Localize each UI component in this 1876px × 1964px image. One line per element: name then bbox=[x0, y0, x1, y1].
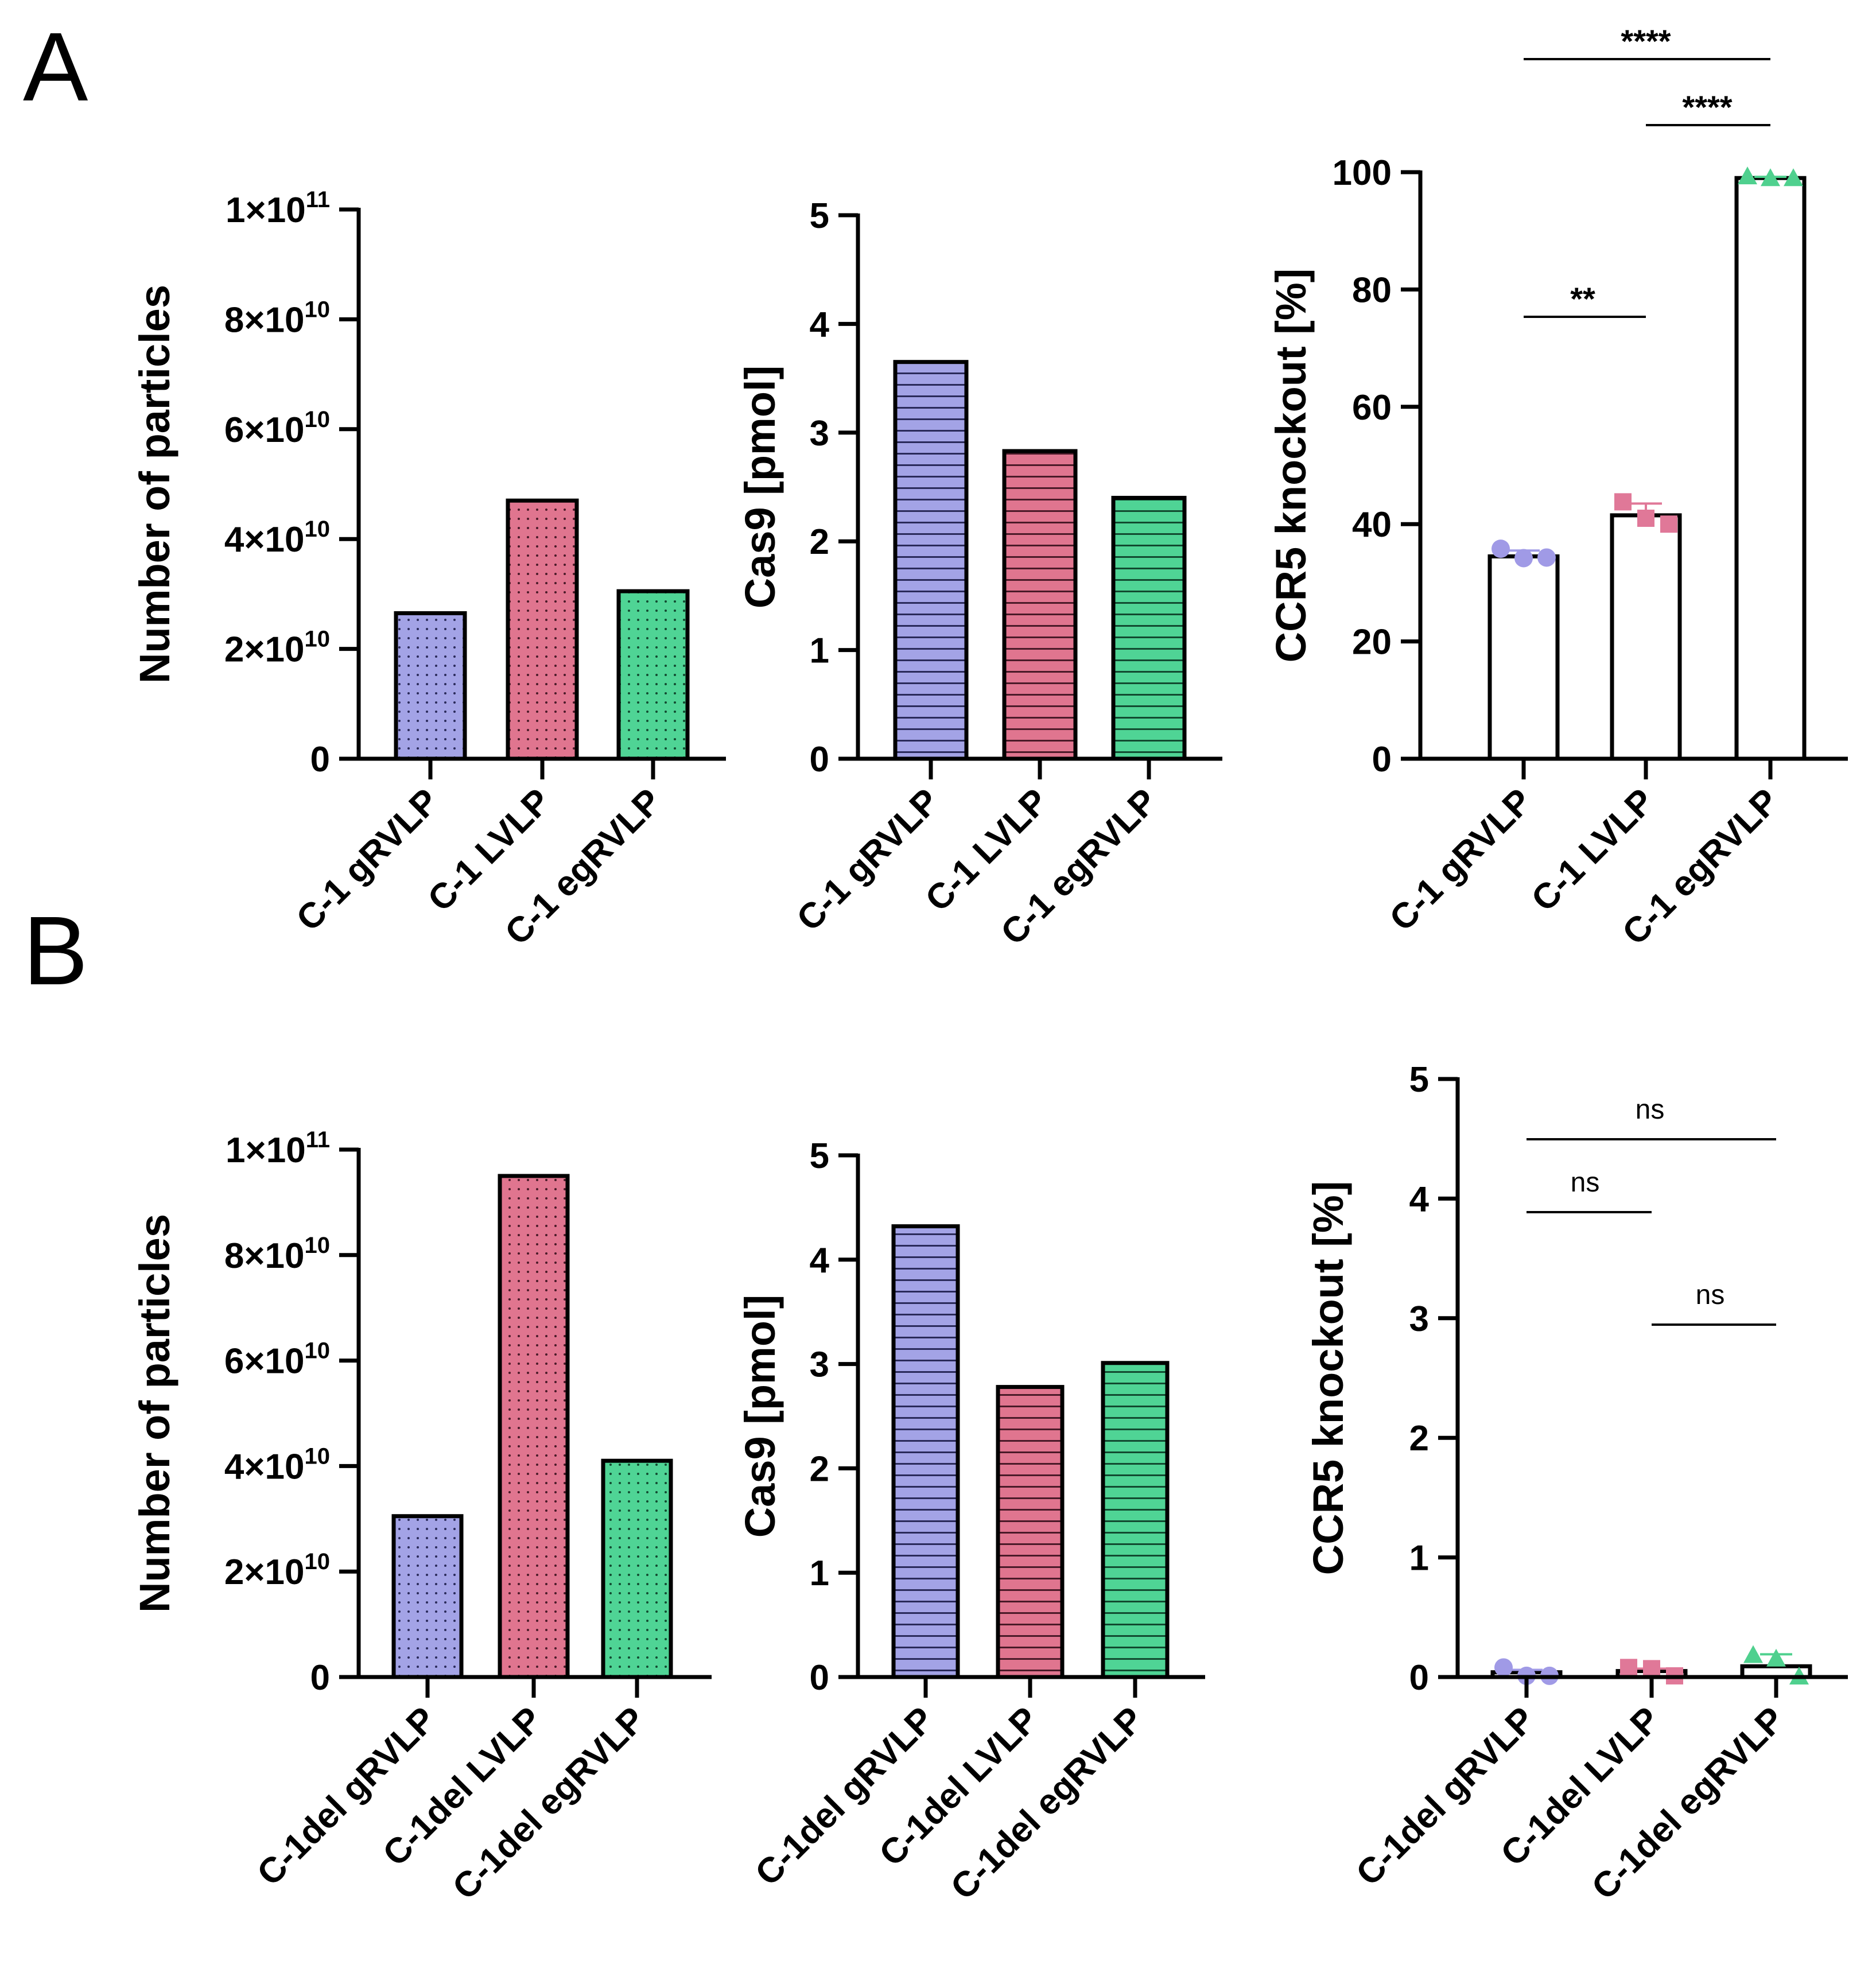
y-tick-label-b2-5: 5 bbox=[810, 1136, 829, 1176]
y-tick-label-a1-4: 8×1010 bbox=[224, 297, 330, 340]
y-tick-label-a1-3: 6×1010 bbox=[224, 407, 330, 450]
y-tick-label-a3-2: 40 bbox=[1352, 505, 1392, 545]
significance-label-a3-0: ** bbox=[1570, 281, 1595, 317]
bar-a3-0 bbox=[1487, 554, 1560, 761]
y-tick-label-a1-0: 0 bbox=[310, 740, 330, 779]
x-category-label-a2-0: C-1 gRVLP bbox=[789, 781, 947, 939]
y-tick-label-b3-4: 4 bbox=[1409, 1179, 1430, 1219]
bar-a2-0 bbox=[893, 360, 969, 761]
data-point-a3-2-2 bbox=[1784, 168, 1803, 187]
bar-a3-2 bbox=[1734, 176, 1807, 761]
x-category-label-b1-2: C-1del egRVLP bbox=[445, 1699, 653, 1907]
y-tick-label-a2-3: 3 bbox=[810, 414, 829, 453]
data-point-a3-0-2 bbox=[1537, 548, 1556, 567]
y-tick-label-b2-1: 1 bbox=[810, 1554, 829, 1593]
significance-label-a3-2: **** bbox=[1682, 89, 1732, 125]
bar-a2-2 bbox=[1111, 495, 1187, 761]
y-tick-label-a3-5: 100 bbox=[1333, 153, 1392, 193]
x-category-label-a1-0: C-1 gRVLP bbox=[289, 781, 446, 939]
y-tick-label-b1-5: 1×1011 bbox=[226, 1127, 330, 1170]
y-tick-label-a3-1: 20 bbox=[1352, 623, 1392, 662]
bar-b2-0 bbox=[891, 1224, 960, 1679]
y-tick-label-b1-2: 4×1010 bbox=[224, 1443, 330, 1486]
y-tick-label-b3-5: 5 bbox=[1409, 1060, 1429, 1100]
bar-a1-0 bbox=[394, 611, 467, 761]
bar-b2-2 bbox=[1101, 1361, 1170, 1679]
data-point-b3-0-0 bbox=[1494, 1658, 1513, 1677]
bar-a1-2 bbox=[616, 589, 690, 761]
bar-a3-1 bbox=[1610, 513, 1682, 761]
y-tick-label-b2-2: 2 bbox=[810, 1449, 829, 1489]
y-tick-label-a3-4: 80 bbox=[1352, 270, 1392, 310]
y-tick-label-a3-0: 0 bbox=[1372, 740, 1392, 779]
bar-b1-1 bbox=[498, 1174, 570, 1679]
y-axis-title-a2: Cas9 [pmol] bbox=[736, 366, 784, 609]
bar-b2-1 bbox=[996, 1385, 1065, 1679]
y-tick-label-a2-4: 4 bbox=[810, 305, 830, 344]
y-tick-label-b2-0: 0 bbox=[810, 1658, 829, 1698]
chart-a1: 0 2×1010 4×1010 6×1010 8×1010 1×1011 C-1 gRVLP… bbox=[131, 187, 726, 953]
y-tick-label-a2-5: 5 bbox=[810, 196, 829, 236]
data-point-a3-1-1 bbox=[1637, 509, 1654, 527]
panel-letter-a: A bbox=[23, 13, 88, 122]
bar-a2-1 bbox=[1002, 449, 1078, 761]
significance-label-b3-1: ns bbox=[1571, 1167, 1600, 1198]
y-axis-title-b2: Cas9 [pmol] bbox=[736, 1295, 784, 1538]
data-point-a3-1-2 bbox=[1660, 515, 1677, 533]
y-axis-title-b1: Number of particles bbox=[131, 1214, 178, 1613]
y-tick-label-b3-0: 0 bbox=[1409, 1658, 1429, 1698]
y-tick-label-a2-2: 2 bbox=[810, 522, 829, 562]
y-tick-label-b3-2: 2 bbox=[1409, 1419, 1429, 1458]
data-point-a3-0-0 bbox=[1492, 539, 1510, 558]
significance-label-b3-0: ns bbox=[1636, 1094, 1665, 1125]
data-point-b3-2-1 bbox=[1766, 1648, 1786, 1667]
y-tick-label-b3-1: 1 bbox=[1409, 1539, 1429, 1578]
y-axis-title-b3: CCR5 knockout [%] bbox=[1304, 1181, 1352, 1575]
y-tick-label-a3-3: 60 bbox=[1352, 388, 1392, 428]
y-tick-label-b1-0: 0 bbox=[310, 1658, 330, 1698]
x-category-label-b2-2: C-1del egRVLP bbox=[943, 1699, 1151, 1907]
data-point-b3-2-0 bbox=[1743, 1645, 1763, 1663]
y-tick-label-b2-3: 3 bbox=[810, 1345, 829, 1385]
x-category-label-a3-0: C-1 gRVLP bbox=[1382, 781, 1540, 939]
data-point-a3-0-1 bbox=[1514, 549, 1533, 568]
bar-a1-1 bbox=[506, 498, 579, 761]
y-tick-label-a1-2: 4×1010 bbox=[224, 517, 330, 560]
significance-label-a3-1: **** bbox=[1621, 23, 1671, 59]
y-axis-title-a3: CCR5 knockout [%] bbox=[1267, 269, 1315, 663]
y-tick-label-b1-3: 6×1010 bbox=[224, 1338, 330, 1381]
data-point-a3-1-0 bbox=[1614, 493, 1632, 511]
data-point-a3-2-0 bbox=[1738, 166, 1757, 185]
data-point-b3-1-0 bbox=[1620, 1659, 1637, 1676]
chart-b1: 0 2×1010 4×1010 6×1010 8×1010 1×1011 C-1del gR… bbox=[131, 1127, 712, 1907]
y-tick-label-a1-1: 2×1010 bbox=[224, 627, 330, 670]
y-tick-label-a2-1: 1 bbox=[810, 631, 829, 671]
y-tick-label-a2-0: 0 bbox=[810, 740, 829, 779]
bar-b1-0 bbox=[391, 1514, 464, 1679]
charts-layer: 0 2×1010 4×1010 6×1010 8×1010 1×1011 C-1 gRVLP… bbox=[131, 23, 1848, 1907]
data-point-b3-1-1 bbox=[1643, 1660, 1660, 1678]
significance-label-b3-2: ns bbox=[1696, 1280, 1725, 1310]
y-tick-label-b1-1: 2×1010 bbox=[224, 1549, 330, 1592]
y-tick-label-a1-5: 1×1011 bbox=[226, 187, 330, 230]
y-axis-title-a1: Number of particles bbox=[131, 285, 178, 684]
bar-b1-2 bbox=[601, 1458, 673, 1679]
data-point-a3-2-1 bbox=[1761, 168, 1780, 187]
x-category-label-b1-0: C-1del gRVLP bbox=[250, 1699, 444, 1893]
y-tick-label-b2-4: 4 bbox=[810, 1241, 830, 1280]
y-tick-label-b1-4: 8×1010 bbox=[224, 1233, 330, 1276]
y-tick-label-b3-3: 3 bbox=[1409, 1299, 1429, 1339]
x-category-label-b2-0: C-1del gRVLP bbox=[748, 1699, 942, 1893]
panel-letter-b: B bbox=[23, 896, 88, 1006]
